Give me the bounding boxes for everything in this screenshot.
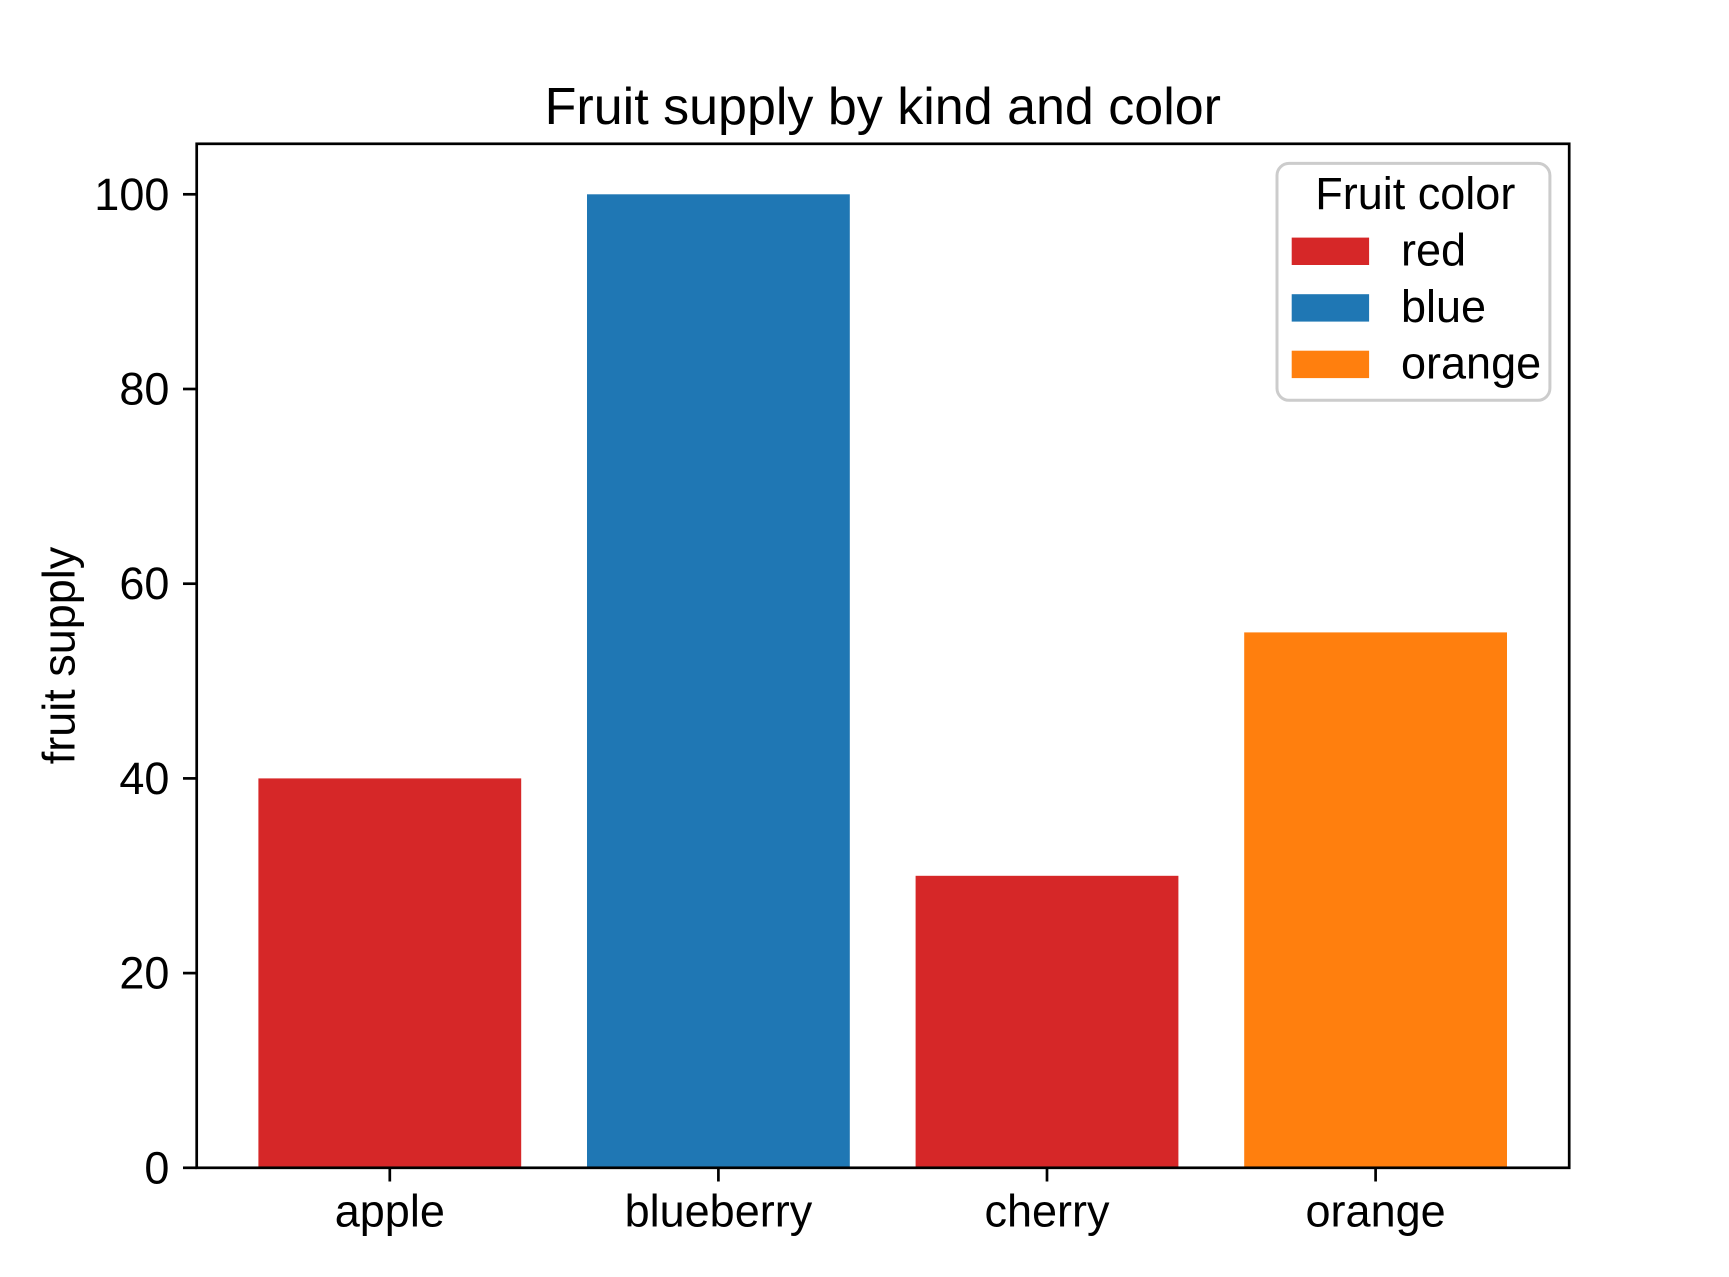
svg-text:cherry: cherry bbox=[984, 1186, 1110, 1237]
svg-text:blue: blue bbox=[1401, 281, 1486, 332]
svg-text:100: 100 bbox=[94, 169, 169, 220]
svg-text:blueberry: blueberry bbox=[625, 1186, 813, 1237]
svg-text:apple: apple bbox=[335, 1186, 445, 1237]
svg-text:fruit supply: fruit supply bbox=[34, 546, 85, 764]
svg-text:orange: orange bbox=[1401, 338, 1541, 389]
svg-text:40: 40 bbox=[119, 753, 169, 804]
svg-text:60: 60 bbox=[119, 558, 169, 609]
svg-text:orange: orange bbox=[1306, 1186, 1446, 1237]
svg-text:Fruit color: Fruit color bbox=[1315, 168, 1515, 219]
svg-text:Fruit supply by kind and color: Fruit supply by kind and color bbox=[545, 78, 1221, 136]
svg-text:80: 80 bbox=[119, 364, 169, 415]
svg-text:red: red bbox=[1401, 225, 1466, 276]
svg-text:20: 20 bbox=[119, 948, 169, 999]
svg-text:0: 0 bbox=[144, 1142, 169, 1193]
